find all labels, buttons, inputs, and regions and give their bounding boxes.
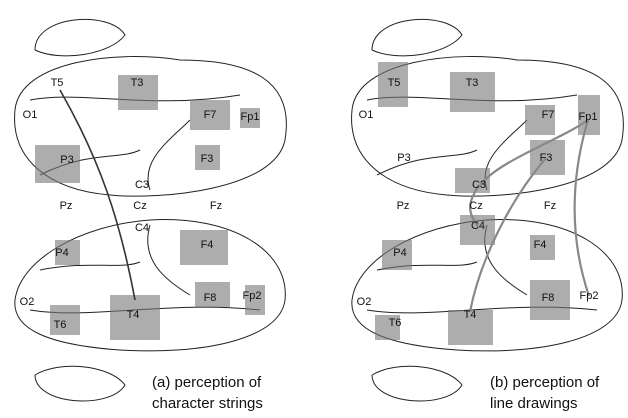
electrode-label: T4 (464, 309, 477, 321)
coherence-line (60, 90, 135, 300)
electrode-label: T3 (466, 77, 479, 89)
electrode-label: O2 (357, 296, 372, 308)
electrode-label: F4 (534, 239, 547, 251)
electrode-label: Cz (133, 200, 146, 212)
electrode-label: O1 (359, 109, 374, 121)
cerebellum (35, 366, 125, 401)
electrode-label: Fz (210, 200, 222, 212)
electrode-label: F4 (201, 239, 214, 251)
electrode-label: F3 (540, 152, 553, 164)
electrode-label: C3 (472, 179, 486, 191)
electrode-label: T5 (388, 77, 401, 89)
caption: line drawings (490, 395, 578, 412)
electrode-label: P4 (393, 247, 406, 259)
caption: (b) perception of (490, 374, 600, 391)
electrode-label: Fz (544, 200, 556, 212)
electrode-label: O2 (20, 296, 35, 308)
electrode-label: Cz (469, 200, 482, 212)
electrode-label: Fp1 (579, 111, 598, 123)
electrode-label: C4 (135, 222, 149, 234)
electrode-label: F7 (542, 109, 555, 121)
electrode-label: F8 (204, 292, 217, 304)
electrode-label: Fp1 (241, 111, 260, 123)
cerebellum (372, 19, 462, 56)
electrode-label: Pz (60, 200, 73, 212)
electrode-label: T5 (51, 77, 64, 89)
cerebellum (372, 366, 462, 401)
electrode-label: T4 (127, 309, 140, 321)
electrode-label: Fp2 (243, 290, 262, 302)
electrode-label: F8 (542, 292, 555, 304)
electrode-label: P4 (55, 247, 68, 259)
electrode-label: P3 (60, 154, 73, 166)
electrode-label: Fp2 (580, 290, 599, 302)
electrode-label: O1 (23, 109, 38, 121)
electrode-label: C3 (135, 179, 149, 191)
figure: O1 T5 T3 F7 Fp1 P3 F3 C3 Pz Cz Fz C4 F4 P4 F8 Fp2 O2 T6 T4… (0, 0, 628, 418)
caption: character strings (152, 395, 263, 412)
electrode-label: T6 (389, 317, 402, 329)
coherence-line (575, 120, 589, 296)
cerebellum (35, 19, 125, 56)
electrode-label: Pz (397, 200, 410, 212)
electrode-label: T6 (54, 319, 67, 331)
electrode-label: C4 (471, 220, 485, 232)
caption: (a) perception of (152, 374, 262, 391)
electrode-label: T3 (131, 77, 144, 89)
electrode-label: F7 (204, 109, 217, 121)
electrode-label: F3 (201, 153, 214, 165)
electrode-label: P3 (397, 152, 410, 164)
